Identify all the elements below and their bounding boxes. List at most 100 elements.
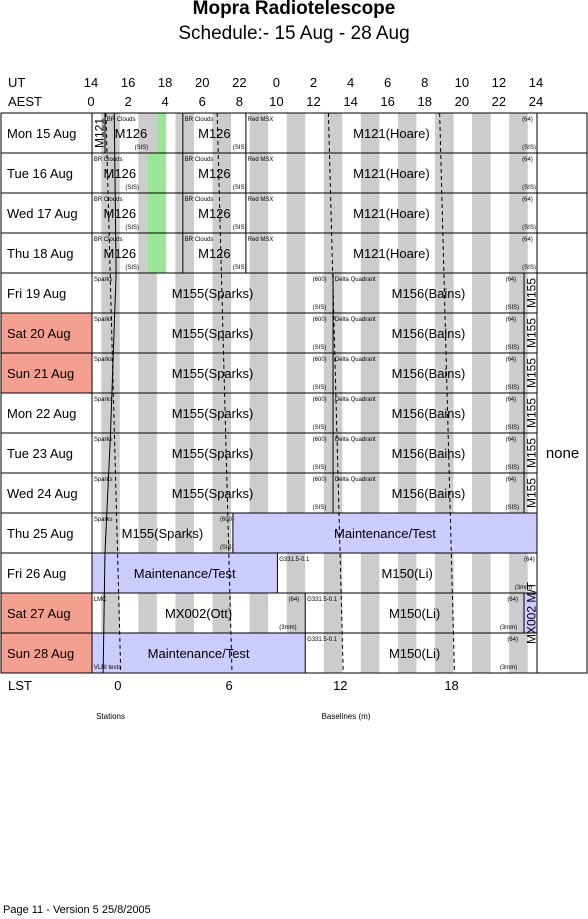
block-note: (SIS) [505,305,519,311]
block-note: BR Clouds [185,237,214,243]
block-note: (600) [313,277,327,283]
day-label: Sun 21 Aug [7,366,74,381]
aest-tick: 24 [529,94,543,109]
block-note: (SIS) [505,465,519,471]
project-label: Maintenance/Test [334,526,436,541]
weekend-label-cell [1,313,92,353]
block-note: LMC [94,597,107,603]
block-note: Red MSX [248,117,274,123]
project-label-vertical: M155 [525,278,539,308]
block-note: Delta Quadrant [335,317,376,323]
ut-tick: 8 [421,75,428,90]
day-label: Tue 16 Aug [7,166,73,181]
aest-tick: 2 [124,94,131,109]
block-note: Sparks [94,357,113,363]
ut-label: UT [8,75,25,90]
aest-tick: 12 [306,94,320,109]
project-label-vertical: MX002 M/T [525,581,539,644]
block-note: (64) [507,597,518,603]
block-note: Red MSX [248,157,274,163]
project-label: M155(Sparks) [172,286,254,301]
block-note: (3mm) [500,665,517,671]
block-note: (3mm) [279,625,296,631]
ut-tick: 10 [455,75,469,90]
block-note: (600) [313,437,327,443]
project-label: M155(Sparks) [172,366,254,381]
block-note: (64) [505,277,516,283]
project-label: Maintenance/Test [134,566,236,581]
project-label: M126 [198,166,231,181]
block-note: (3mm) [500,625,517,631]
project-label: M126 [104,166,137,181]
ut-tick: 4 [347,75,354,90]
day-label: Thu 25 Aug [7,526,74,541]
ut-tick: 12 [492,75,506,90]
block-note: (600) [313,477,327,483]
ut-tick: 6 [384,75,391,90]
block-note: (64) [522,157,533,163]
aest-tick: 8 [236,94,243,109]
block-note: (SIS) [220,545,234,551]
green-slot [147,233,167,273]
special-fills [92,113,537,673]
project-label: Maintenance/Test [148,646,250,661]
project-label: M156(Bains) [392,286,466,301]
block-note: (SIS) [135,145,149,151]
lst-tick: 0 [114,678,121,693]
block-note: (SIS) [505,505,519,511]
day-label: Fri 19 Aug [7,286,66,301]
block-note: (SIS) [233,265,247,271]
project-label: MX002(Ott) [165,606,232,621]
block-note: Sparks [94,517,113,523]
day-label: Wed 17 Aug [7,206,78,221]
block-note: (SIS) [505,425,519,431]
ut-tick: 2 [310,75,317,90]
block-note: (64) [522,237,533,243]
page-subtitle: Schedule:- 15 Aug - 28 Aug [178,23,410,44]
block-note: (SIS) [233,145,247,151]
aest-tick: 14 [343,94,357,109]
block-note: BR Clouds [185,197,214,203]
day-label: Tue 23 Aug [7,446,73,461]
aest-tick: 6 [199,94,206,109]
ut-tick: 14 [529,75,543,90]
project-label: M155(Sparks) [122,526,204,541]
project-label: M155(Sparks) [172,446,254,461]
block-note: Sparks [94,397,113,403]
project-label: M156(Bains) [392,366,466,381]
project-label: M156(Bains) [392,486,466,501]
lst-tick: 12 [333,678,347,693]
aest-tick: 18 [418,94,432,109]
block-note: Sparks [94,317,113,323]
maintenance-slot [524,593,537,633]
block-note: G331.5-0.1 [279,557,310,563]
project-label: M150(Li) [389,606,440,621]
ut-tick: 20 [195,75,209,90]
block-note: BR Clouds [185,117,214,123]
project-label-vertical: M155 [525,438,539,468]
ut-tick: 22 [232,75,246,90]
block-note: (600) [220,517,234,523]
page-title: Mopra Radiotelescope [192,0,396,19]
green-slot [147,153,167,193]
day-label: Sat 27 Aug [7,606,71,621]
project-label: M126 [115,126,148,141]
lst-label: LST [8,678,32,693]
maintenance-slot [92,553,278,593]
project-label: M121(Hoare) [353,246,430,261]
block-note: Sparks [94,437,113,443]
project-label-vertical: M155 [525,478,539,508]
block-note: (600) [313,397,327,403]
ut-tick: 0 [273,75,280,90]
aest-tick: 0 [87,94,94,109]
block-note: (64) [522,197,533,203]
block-note: G331.5-0.1 [307,597,338,603]
block-note: Sparks [94,277,113,283]
weekend-label-cell [1,633,92,673]
block-note: (SIS) [522,225,536,231]
block-note: (SIS) [313,425,327,431]
green-slot [156,113,167,153]
block-note: VLBI tests [94,665,121,671]
project-label-vertical: M121 [92,118,106,148]
